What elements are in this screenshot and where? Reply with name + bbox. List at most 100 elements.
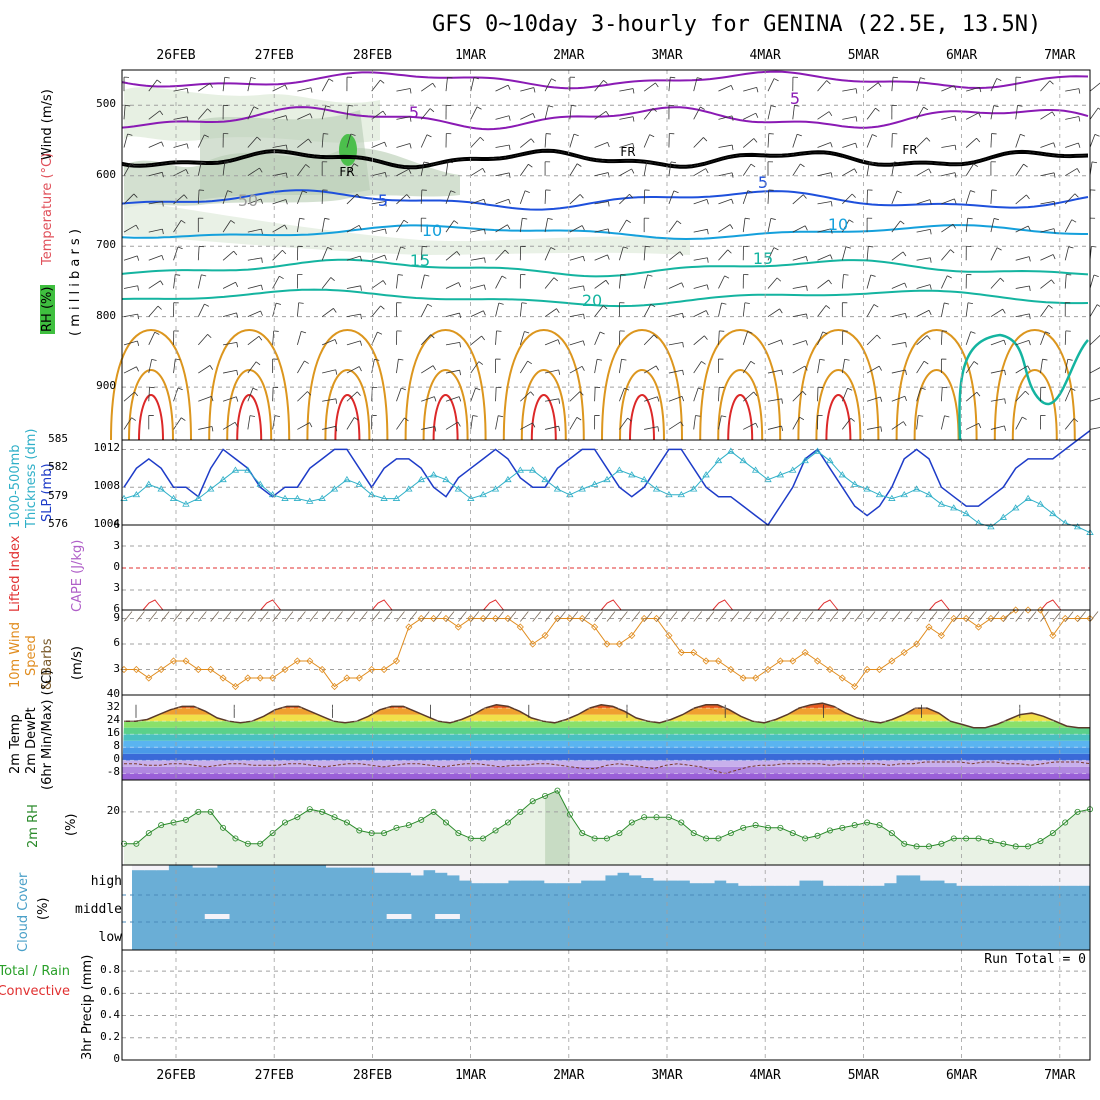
wind-barb bbox=[1040, 142, 1054, 148]
wind-barb-flag bbox=[747, 190, 753, 193]
wind-barb-flag bbox=[779, 308, 783, 314]
temp-contour-red bbox=[727, 393, 754, 441]
series-wind-speed bbox=[124, 609, 1090, 688]
wind-barb-flag bbox=[581, 225, 585, 231]
cloud-high-gap bbox=[738, 865, 751, 886]
wind-speed-point bbox=[207, 665, 215, 674]
rh-point bbox=[653, 814, 660, 821]
wind-barb bbox=[272, 172, 287, 177]
wind-barb bbox=[445, 369, 460, 374]
wind-barb-flag bbox=[209, 83, 213, 88]
wind-barb-flag bbox=[136, 255, 140, 261]
rh-point bbox=[195, 808, 202, 815]
temp2m-label-b: 2m DewPt bbox=[24, 707, 39, 774]
wind-barb-flag bbox=[380, 79, 385, 84]
temp-contour-red bbox=[236, 393, 263, 441]
wind-barb-flag bbox=[356, 193, 361, 199]
wind-barb bbox=[322, 369, 336, 374]
contour-label: FR bbox=[902, 143, 917, 157]
wind-barb-flag bbox=[177, 246, 183, 250]
thickness-point bbox=[206, 485, 215, 492]
series-2m-temp bbox=[124, 702, 1090, 729]
wind-barb bbox=[990, 425, 1005, 430]
tick-label: 8 bbox=[113, 739, 120, 753]
wind-barb-flag bbox=[804, 365, 808, 371]
rh-point bbox=[492, 827, 499, 834]
wind-barb-flag bbox=[624, 387, 630, 391]
wind-barb-flag bbox=[773, 247, 779, 251]
wind-barb bbox=[1015, 390, 1026, 402]
surface-wind-barb bbox=[854, 611, 864, 622]
temp-contour-orange bbox=[601, 328, 683, 441]
wind-barb-flag bbox=[848, 219, 854, 223]
wind-barb bbox=[148, 79, 158, 92]
rh-point bbox=[826, 827, 833, 834]
wind-barb bbox=[891, 369, 906, 374]
rh-point bbox=[752, 822, 759, 829]
wind-barb bbox=[544, 425, 559, 430]
wind-barb bbox=[841, 246, 847, 261]
thickness-point bbox=[1049, 509, 1057, 517]
tick-label: 800 bbox=[96, 308, 116, 322]
cloud-high-gap bbox=[520, 865, 533, 881]
wind-barb-flag bbox=[459, 342, 461, 348]
wind-barb-flag bbox=[753, 391, 758, 397]
wind-barb-flag bbox=[755, 422, 759, 428]
wind-barb bbox=[569, 134, 575, 148]
thickness-point bbox=[1073, 523, 1082, 530]
lifted-index-label: Lifted Index bbox=[8, 535, 23, 612]
surface-wind-barb bbox=[321, 611, 331, 622]
wind-barb-flag bbox=[703, 137, 708, 142]
wind-barb bbox=[396, 168, 410, 177]
wind-barb bbox=[371, 110, 384, 120]
wind-barb bbox=[891, 395, 906, 402]
rh-point bbox=[913, 843, 920, 850]
wind-barb-flag bbox=[177, 387, 183, 391]
wind-barb-flag bbox=[802, 194, 807, 199]
temp-contour-orange bbox=[404, 328, 487, 441]
wind-barb bbox=[371, 201, 386, 205]
wind-barb bbox=[544, 247, 552, 261]
wind-barb bbox=[520, 87, 534, 92]
wind-barb-flag bbox=[973, 163, 979, 168]
rh-point bbox=[665, 814, 672, 821]
wind-barb-flag bbox=[130, 163, 136, 167]
wind-barb-flag bbox=[479, 136, 485, 142]
wind-barb-flag bbox=[259, 167, 263, 173]
wind-barb bbox=[346, 391, 358, 402]
thickness-point bbox=[813, 447, 822, 454]
temp-band bbox=[122, 747, 1090, 754]
surface-wind-barb bbox=[594, 611, 603, 622]
wind-barb bbox=[619, 193, 630, 205]
wind-barb-flag bbox=[1004, 370, 1006, 376]
wind-barb-flag bbox=[576, 163, 582, 167]
cloud-high-gap bbox=[750, 865, 764, 886]
tick-label: 0 bbox=[113, 752, 120, 766]
date-label-top: 26FEB bbox=[156, 48, 196, 63]
wind-barb-flag bbox=[1076, 168, 1081, 174]
wind-barb-flag bbox=[923, 106, 928, 111]
wind-barb-flag bbox=[160, 280, 164, 286]
wind-barb bbox=[470, 335, 482, 346]
thickness-point bbox=[367, 491, 376, 498]
wind-barb bbox=[544, 189, 547, 204]
wind-barb-flag bbox=[406, 194, 411, 199]
wind-barb bbox=[767, 398, 782, 402]
surface-wind-barb bbox=[358, 611, 368, 622]
wind-barb bbox=[495, 330, 497, 345]
wind-barb bbox=[866, 396, 881, 402]
wind-barb-flag bbox=[967, 302, 973, 304]
wind-barb-flag bbox=[830, 201, 833, 207]
wind-barb-flag bbox=[426, 134, 432, 138]
wind-barb bbox=[123, 105, 126, 120]
rh-point bbox=[1012, 843, 1019, 850]
wind-barb-flag bbox=[236, 370, 239, 376]
wind-barb-flag bbox=[681, 396, 685, 402]
wind-barb-flag bbox=[755, 113, 759, 118]
wind-barb bbox=[321, 218, 325, 233]
tick-label: 1008 bbox=[93, 479, 121, 493]
rh-point bbox=[331, 814, 338, 821]
rh-point bbox=[121, 840, 128, 847]
wind-barb bbox=[1089, 367, 1100, 374]
wind-barb bbox=[718, 415, 722, 430]
